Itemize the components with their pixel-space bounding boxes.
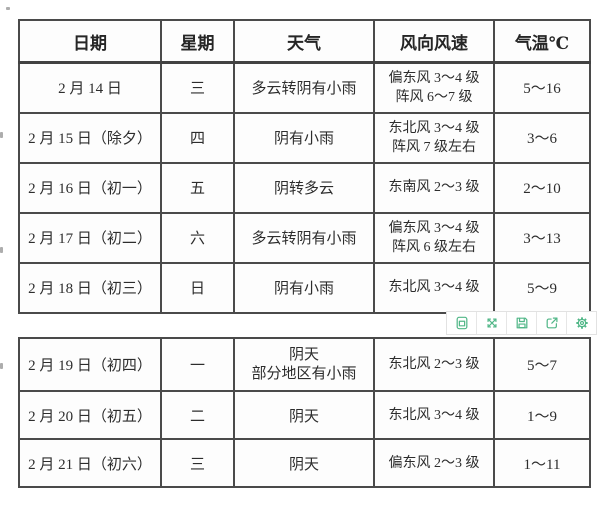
weather-cell: 多云转阴有小雨 (233, 211, 375, 264)
header-row: 日期 星期 天气 风向风速 气温℃ (18, 19, 591, 64)
gear-icon (575, 317, 588, 329)
weather-cell: 阴天 部分地区有小雨 (233, 337, 375, 392)
table-row: 2 月 18 日（初三） 日 阴有小雨 东北风 3～4 级 5～9 (18, 261, 591, 314)
wind-line-1: 东北风 2～3 级 (388, 357, 480, 372)
fullscreen-button[interactable] (476, 312, 506, 334)
weather-cell: 阴天 (233, 390, 375, 440)
wind-line-2: 阵风 7 级左右 (392, 139, 476, 155)
wind-cell: 偏东风 2～3 级 (373, 438, 495, 488)
temperature-cell: 3～6 (493, 111, 591, 164)
wind-line-1: 偏东风 3～4 级 (388, 70, 480, 86)
week-cell: 三 (160, 438, 235, 488)
table-row: 2 月 16 日（初一） 五 阴转多云 东南风 2～3 级 2～10 (18, 161, 591, 214)
device-icon (456, 316, 467, 330)
wind-line-2: 阵风 6 级左右 (392, 239, 476, 255)
wind-cell: 东南风 2～3 级 (373, 161, 495, 214)
weather-line-2: 部分地区有小雨 (251, 365, 357, 382)
weather-line-1: 阴天 (288, 346, 319, 363)
date-cell: 2 月 20 日（初五） (18, 390, 162, 440)
date-cell: 2 月 14 日 (18, 61, 162, 114)
wind-cell: 东北风 3～4 级 阵风 7 级左右 (373, 111, 495, 164)
save-icon (516, 317, 527, 329)
wind-line-1: 偏东风 3～4 级 (388, 220, 480, 236)
weather-cell: 阴转多云 (233, 161, 375, 214)
wind-cell: 东北风 2～3 级 (373, 337, 495, 392)
wind-cell: 东北风 3～4 级 (373, 390, 495, 440)
wind-line-2: 阵风 6～7 级 (395, 89, 473, 105)
temperature-cell: 5～16 (493, 61, 591, 114)
table-row: 2 月 14 日 三 多云转阴有小雨 偏东风 3～4 级 阵风 6～7 级 5～… (18, 61, 591, 114)
settings-button[interactable] (566, 312, 596, 334)
week-cell: 二 (160, 390, 235, 440)
wind-cell: 偏东风 3～4 级 阵风 6～7 级 (373, 61, 495, 114)
table-row: 2 月 21 日（初六） 三 阴天 偏东风 2～3 级 1～11 (18, 438, 591, 488)
date-cell: 2 月 19 日（初四） (18, 337, 162, 392)
date-cell: 2 月 18 日（初三） (18, 261, 162, 314)
image-viewer-toolbar (446, 311, 597, 335)
date-cell: 2 月 17 日（初二） (18, 211, 162, 264)
date-cell: 2 月 21 日（初六） (18, 438, 162, 488)
date-cell: 2 月 16 日（初一） (18, 161, 162, 214)
week-cell: 一 (160, 337, 235, 392)
week-cell: 六 (160, 211, 235, 264)
scan-artifact (6, 7, 10, 10)
temperature-cell: 5～7 (493, 337, 591, 392)
weather-cell: 阴有小雨 (233, 261, 375, 314)
weather-table-bottom: 2 月 19 日（初四） 一 阴天 部分地区有小雨 东北风 2～3 级 5～7 … (18, 337, 591, 488)
header-date: 日期 (18, 19, 162, 64)
header-weather: 天气 (233, 19, 375, 64)
weather-cell: 阴有小雨 (233, 111, 375, 164)
scan-artifact (0, 363, 3, 369)
table-row: 2 月 20 日（初五） 二 阴天 东北风 3～4 级 1～9 (18, 390, 591, 440)
temperature-cell: 1～11 (493, 438, 591, 488)
wind-line-1: 东南风 2～3 级 (388, 180, 480, 195)
week-cell: 五 (160, 161, 235, 214)
header-temperature: 气温℃ (493, 19, 591, 64)
temperature-cell: 5～9 (493, 261, 591, 314)
weather-cell: 多云转阴有小雨 (233, 61, 375, 114)
device-view-button[interactable] (447, 312, 476, 334)
scan-artifact (0, 247, 3, 253)
temperature-cell: 3～13 (493, 211, 591, 264)
header-week: 星期 (160, 19, 235, 64)
wind-line-1: 东北风 3～4 级 (388, 407, 480, 423)
header-wind: 风向风速 (373, 19, 495, 64)
scan-artifact (0, 132, 3, 138)
weather-table-top: 日期 星期 天气 风向风速 气温℃ 2 月 14 日 三 多云转阴有小雨 偏东风… (18, 19, 591, 314)
temperature-cell: 1～9 (493, 390, 591, 440)
table-row: 2 月 17 日（初二） 六 多云转阴有小雨 偏东风 3～4 级 阵风 6 级左… (18, 211, 591, 264)
wind-line-1: 偏东风 2～3 级 (388, 455, 480, 471)
temperature-cell: 2～10 (493, 161, 591, 214)
table-row: 2 月 19 日（初四） 一 阴天 部分地区有小雨 东北风 2～3 级 5～7 (18, 337, 591, 392)
table-row: 2 月 15 日（除夕） 四 阴有小雨 东北风 3～4 级 阵风 7 级左右 3… (18, 111, 591, 164)
fullscreen-expand-icon (486, 318, 497, 328)
share-icon (546, 317, 558, 329)
date-cell: 2 月 15 日（除夕） (18, 111, 162, 164)
week-cell: 日 (160, 261, 235, 314)
wind-cell: 东北风 3～4 级 (373, 261, 495, 314)
share-button[interactable] (536, 312, 566, 334)
week-cell: 三 (160, 61, 235, 114)
week-cell: 四 (160, 111, 235, 164)
wind-line-1: 东北风 3～4 级 (388, 280, 480, 295)
wind-cell: 偏东风 3～4 级 阵风 6 级左右 (373, 211, 495, 264)
save-button[interactable] (506, 312, 536, 334)
weather-cell: 阴天 (233, 438, 375, 488)
wind-line-1: 东北风 3～4 级 (388, 120, 480, 136)
